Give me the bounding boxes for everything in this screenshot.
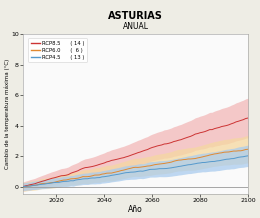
Text: ANUAL: ANUAL: [122, 22, 148, 31]
Legend: RCP8.5      ( 14 ), RCP6.0      (  6 ), RCP4.5      ( 13 ): RCP8.5 ( 14 ), RCP6.0 ( 6 ), RCP4.5 ( 13…: [28, 38, 87, 62]
X-axis label: Año: Año: [128, 205, 143, 214]
Text: ASTURIAS: ASTURIAS: [108, 11, 163, 21]
Y-axis label: Cambio de la temperatura máxima (°C): Cambio de la temperatura máxima (°C): [4, 59, 10, 169]
